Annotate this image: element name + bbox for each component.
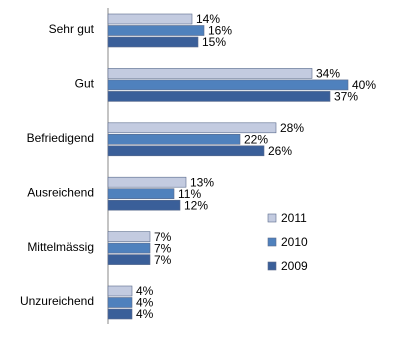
legend-label: 2011 (281, 211, 307, 225)
data-label: 22% (244, 132, 268, 146)
data-label: 12% (184, 198, 208, 212)
bar (107, 13, 193, 25)
data-label: 15% (202, 35, 226, 49)
data-label: 7% (154, 241, 172, 255)
category-label: Gut (75, 77, 95, 91)
category-label: Befriedigend (27, 131, 94, 145)
data-label: 26% (268, 144, 292, 158)
category-label: Ausreichend (27, 185, 94, 199)
bar (107, 36, 199, 48)
data-label: 16% (208, 24, 232, 38)
bar (107, 25, 205, 36)
bar (107, 199, 181, 211)
bar (107, 242, 151, 254)
legend-label: 2010 (281, 235, 308, 249)
bar (107, 68, 313, 79)
data-label: 13% (190, 175, 214, 189)
data-label: 40% (352, 78, 376, 92)
bar (107, 285, 133, 297)
category-label: Sehr gut (49, 22, 95, 36)
data-label: 4% (136, 296, 154, 310)
legend-label: 2009 (281, 259, 308, 273)
bar (107, 254, 151, 265)
bar (107, 308, 133, 320)
bar (107, 231, 151, 242)
category-label: Unzureichend (20, 294, 94, 308)
bar (107, 188, 175, 199)
category-label: Mittelmässig (27, 240, 94, 254)
data-label: 7% (154, 253, 172, 267)
bar (107, 79, 349, 91)
bar (107, 134, 241, 145)
legend-swatch (267, 213, 277, 223)
data-label: 11% (178, 187, 201, 201)
data-label: 28% (280, 121, 304, 135)
data-label: 37% (334, 90, 358, 104)
bar (107, 122, 277, 134)
data-label: 14% (196, 12, 220, 26)
bar (107, 91, 331, 102)
legend-swatch (267, 261, 277, 271)
data-label: 4% (136, 307, 154, 321)
data-label: 7% (154, 230, 172, 244)
data-label: 34% (316, 67, 340, 81)
bar (107, 297, 133, 308)
bar (107, 176, 187, 188)
bar (107, 145, 265, 157)
data-label: 4% (136, 284, 154, 298)
legend-swatch (267, 237, 277, 247)
